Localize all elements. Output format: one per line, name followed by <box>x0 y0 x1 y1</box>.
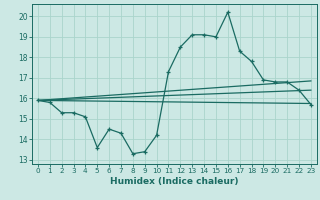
X-axis label: Humidex (Indice chaleur): Humidex (Indice chaleur) <box>110 177 239 186</box>
